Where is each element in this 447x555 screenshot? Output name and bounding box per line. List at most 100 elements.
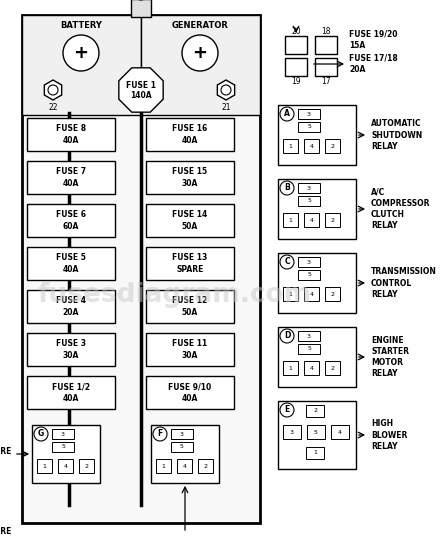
Circle shape	[280, 107, 294, 121]
Bar	[278, 105, 356, 165]
Bar	[315, 36, 337, 54]
Polygon shape	[119, 68, 163, 112]
Bar	[278, 179, 356, 239]
Circle shape	[153, 427, 167, 441]
Bar	[146, 118, 234, 151]
Text: 5: 5	[307, 124, 311, 129]
Bar	[315, 58, 337, 76]
Bar	[27, 247, 115, 280]
Text: 18: 18	[321, 28, 331, 37]
Text: 5: 5	[307, 346, 311, 351]
Text: +: +	[193, 44, 207, 62]
Text: 2: 2	[84, 463, 89, 468]
Text: 2: 2	[330, 366, 334, 371]
Text: G: G	[38, 430, 44, 438]
Text: 5: 5	[61, 445, 65, 450]
Text: D: D	[284, 331, 290, 341]
Bar	[151, 425, 219, 483]
Bar	[52, 429, 74, 439]
Text: 4: 4	[182, 463, 186, 468]
Text: C: C	[284, 258, 290, 266]
Text: 3: 3	[307, 185, 311, 190]
Text: 20: 20	[291, 28, 301, 37]
Text: B: B	[284, 184, 290, 193]
Circle shape	[221, 85, 231, 95]
Bar	[27, 161, 115, 194]
Text: 2: 2	[330, 144, 334, 149]
Circle shape	[280, 403, 294, 417]
Bar	[298, 183, 320, 193]
Bar	[304, 213, 319, 227]
Bar	[298, 122, 320, 132]
Text: 3: 3	[290, 430, 294, 435]
Circle shape	[48, 85, 58, 95]
Text: 4: 4	[309, 218, 313, 223]
Text: 3: 3	[307, 334, 311, 339]
Text: 2: 2	[313, 408, 317, 413]
Circle shape	[280, 181, 294, 195]
Text: A/C
COMPRESSOR
CLUTCH
RELAY: A/C COMPRESSOR CLUTCH RELAY	[371, 188, 430, 230]
Text: 1: 1	[42, 463, 46, 468]
Text: 4: 4	[309, 144, 313, 149]
Bar	[283, 287, 298, 301]
Text: 1: 1	[161, 463, 165, 468]
Text: F: F	[157, 430, 163, 438]
Text: 4: 4	[338, 430, 342, 435]
Text: 1: 1	[289, 366, 292, 371]
Text: 140A: 140A	[130, 92, 152, 100]
Text: 5: 5	[180, 445, 184, 450]
Text: FUSE 1/2
40A: FUSE 1/2 40A	[52, 382, 90, 402]
Bar	[325, 139, 340, 153]
Bar	[171, 429, 193, 439]
Bar	[298, 109, 320, 119]
Text: FUSE 13
SPARE: FUSE 13 SPARE	[173, 254, 207, 274]
Text: fusesdiagram.com: fusesdiagram.com	[38, 282, 312, 308]
Text: 3: 3	[307, 112, 311, 117]
Bar	[146, 333, 234, 366]
Circle shape	[280, 255, 294, 269]
Text: FUSE 9/10
40A: FUSE 9/10 40A	[169, 382, 211, 402]
Bar	[307, 425, 325, 439]
Bar	[306, 447, 324, 459]
Bar	[131, 0, 151, 17]
Bar	[283, 139, 298, 153]
Bar	[325, 213, 340, 227]
Text: ENGINE
STARTER
MOTOR
RELAY: ENGINE STARTER MOTOR RELAY	[371, 336, 409, 378]
Text: FUSE 17/18
20A: FUSE 17/18 20A	[349, 54, 398, 74]
Text: SPARE: SPARE	[0, 527, 12, 536]
Text: 21: 21	[221, 103, 231, 112]
Text: FUSE 5
40A: FUSE 5 40A	[56, 254, 86, 274]
Text: GENERATOR: GENERATOR	[172, 21, 228, 29]
Circle shape	[280, 329, 294, 343]
Bar	[325, 361, 340, 375]
Bar	[22, 15, 260, 523]
Text: 5: 5	[307, 199, 311, 204]
Text: 4: 4	[309, 291, 313, 296]
Text: FUSE 3
30A: FUSE 3 30A	[56, 340, 86, 360]
Bar	[27, 118, 115, 151]
Text: AUTOMATIC
SHUTDOWN
RELAY: AUTOMATIC SHUTDOWN RELAY	[371, 119, 422, 150]
Text: FUSE 14
50A: FUSE 14 50A	[173, 210, 207, 230]
Bar	[27, 204, 115, 237]
Bar	[32, 425, 100, 483]
Bar	[325, 287, 340, 301]
Text: 1: 1	[313, 451, 317, 456]
Text: FUSE 12
50A: FUSE 12 50A	[173, 296, 207, 316]
Text: FUSE 11
30A: FUSE 11 30A	[173, 340, 207, 360]
Bar	[304, 139, 319, 153]
Bar	[171, 442, 193, 452]
Bar	[156, 459, 171, 473]
Bar	[27, 376, 115, 409]
Bar	[22, 15, 141, 115]
Text: 5: 5	[314, 430, 318, 435]
Bar	[283, 213, 298, 227]
Bar	[278, 253, 356, 313]
Bar	[146, 204, 234, 237]
Bar	[285, 36, 307, 54]
Bar	[177, 459, 192, 473]
Bar	[27, 333, 115, 366]
Bar	[298, 257, 320, 267]
Bar	[285, 58, 307, 76]
Bar	[146, 290, 234, 323]
Bar	[278, 327, 356, 387]
